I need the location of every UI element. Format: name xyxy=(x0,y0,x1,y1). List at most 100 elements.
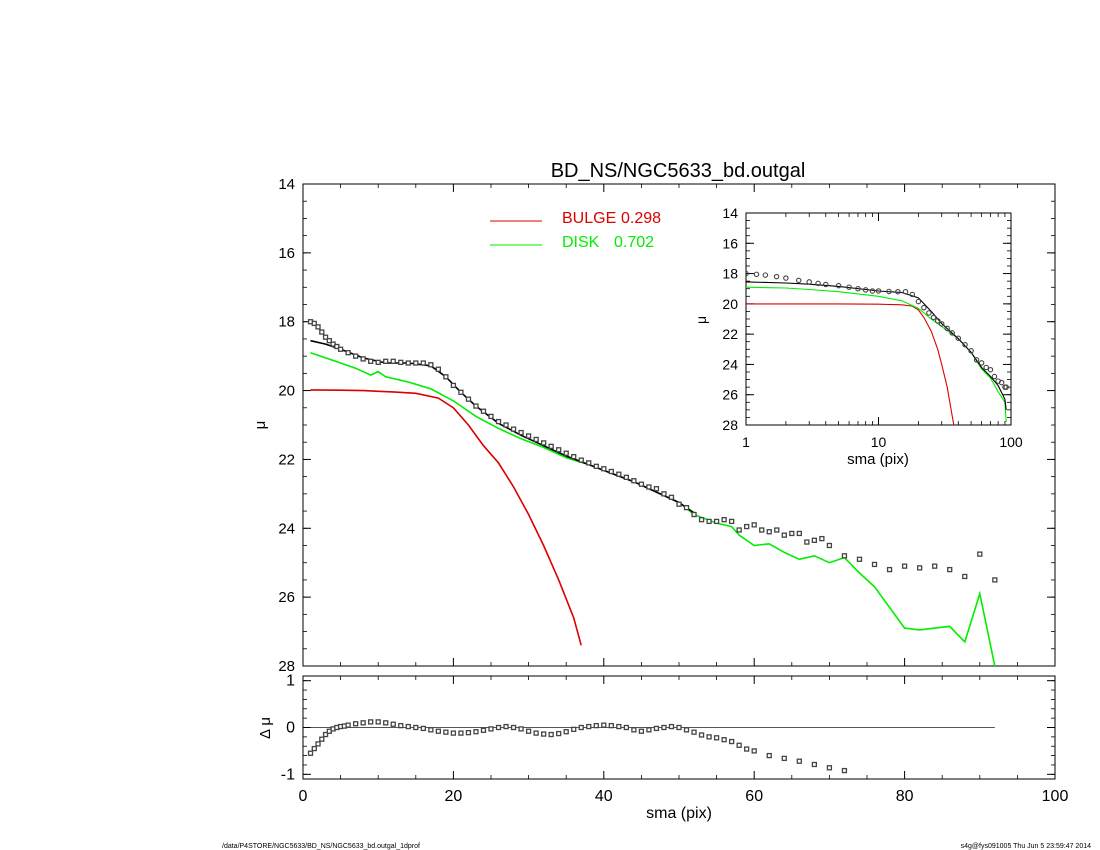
inset-data-point xyxy=(902,288,909,295)
main-data-point xyxy=(345,350,351,356)
main-data-point xyxy=(368,358,374,364)
main-data-point xyxy=(683,504,690,511)
inset-xtick-label: 1 xyxy=(742,434,750,450)
main-data-point xyxy=(713,518,720,525)
residual-ytick-label: 0 xyxy=(286,720,295,737)
main-data-point xyxy=(698,517,705,523)
inset-data-point xyxy=(762,272,769,278)
main-data-point xyxy=(593,463,599,469)
main-data-point xyxy=(428,362,434,368)
main-data-point xyxy=(766,529,772,535)
main-data-point xyxy=(631,478,637,484)
inset-ytick-label: 20 xyxy=(722,296,738,312)
residual-residual-point xyxy=(608,722,614,729)
residual-residual-point xyxy=(713,735,720,741)
main-data-point xyxy=(571,454,577,460)
main-plot-area xyxy=(307,319,998,666)
main-data-point xyxy=(322,334,329,340)
main-data-point xyxy=(947,566,953,573)
main-data-point xyxy=(495,418,502,425)
inset-plot-panel: 14 16 18 20 22 24 26 28 1 10 100 μ sma (pix) xyxy=(693,205,1023,468)
main-data-point xyxy=(443,374,449,380)
residual-residual-point xyxy=(510,724,517,731)
main-data-point xyxy=(774,527,780,533)
chart-title: BD_NS/NGC5633_bd.outgal xyxy=(551,160,806,182)
main-data-point xyxy=(548,443,554,449)
residual-residual-point xyxy=(593,722,599,729)
residual-residual-point xyxy=(781,755,787,762)
inset-data-point xyxy=(835,282,842,289)
residual-residual-point xyxy=(653,725,660,732)
main-data-point xyxy=(413,360,419,366)
main-data-point xyxy=(661,491,667,497)
inset-data-point xyxy=(1003,384,1009,390)
main-data-point xyxy=(510,426,517,432)
residual-residual-point xyxy=(473,729,479,735)
inset-data-point xyxy=(753,271,760,278)
residual-residual-point xyxy=(443,729,449,735)
residual-residual-point xyxy=(315,741,321,747)
residual-xtick-label: 0 xyxy=(299,788,308,805)
main-data-point xyxy=(856,556,863,562)
inset-x-axis-label: sma (pix) xyxy=(847,451,909,468)
residual-xtick-label: 60 xyxy=(745,788,763,805)
residual-residual-point xyxy=(420,725,426,732)
main-data-point xyxy=(623,474,630,480)
main-data-point xyxy=(916,565,923,571)
main-data-point xyxy=(616,471,622,477)
residual-residual-point xyxy=(766,752,772,759)
main-data-point xyxy=(721,517,727,523)
residual-residual-point xyxy=(435,728,442,734)
main-ytick-label: 28 xyxy=(278,658,295,675)
main-data-point xyxy=(586,460,592,466)
residual-plot-area xyxy=(307,719,995,774)
main-ytick-label: 18 xyxy=(278,314,295,331)
main-data-point xyxy=(334,343,340,350)
main-data-point xyxy=(480,408,487,414)
main-data-point xyxy=(540,440,547,446)
residual-xtick-label: 100 xyxy=(1042,788,1069,805)
inset-plot-frame xyxy=(745,212,1012,426)
main-data-point xyxy=(992,577,998,583)
inset-data-point xyxy=(962,341,968,348)
residual-residual-point xyxy=(465,730,472,736)
residual-residual-point xyxy=(533,730,539,736)
main-data-point xyxy=(326,337,332,344)
main-data-point xyxy=(676,501,682,507)
main-data-point xyxy=(789,530,795,537)
main-data-point xyxy=(420,360,426,366)
residual-residual-point xyxy=(586,723,592,730)
residual-x-axis-label: sma (pix) xyxy=(646,805,712,822)
residual-residual-point xyxy=(706,734,712,740)
inset-data-point xyxy=(930,314,937,321)
inset-ytick-label: 18 xyxy=(722,266,738,282)
residual-residual-point xyxy=(841,767,848,774)
residual-xtick-label: 20 xyxy=(445,788,463,805)
residual-residual-point xyxy=(578,724,584,731)
legend-disk-label: DISK xyxy=(562,234,600,251)
residual-residual-point xyxy=(360,720,366,726)
main-data-point xyxy=(886,566,893,573)
inset-data-point xyxy=(955,335,962,341)
inset-data-point xyxy=(978,360,985,366)
main-data-point xyxy=(488,413,494,420)
main-data-point xyxy=(533,436,539,443)
main-data-point xyxy=(398,359,404,365)
residual-residual-point xyxy=(548,731,554,738)
residual-xtick-label: 40 xyxy=(595,788,613,805)
inset-ytick-label: 24 xyxy=(722,356,738,372)
residual-residual-point xyxy=(375,719,381,725)
main-data-point xyxy=(465,396,472,402)
residual-residual-point xyxy=(540,731,547,737)
inset-data-point xyxy=(926,310,932,316)
residual-residual-point xyxy=(428,727,434,733)
inset-data-point xyxy=(746,270,749,277)
residual-residual-point xyxy=(638,728,645,734)
main-ytick-label: 16 xyxy=(278,245,295,262)
inset-data-point xyxy=(815,280,821,287)
main-bulge-line xyxy=(310,389,582,646)
main-data-point xyxy=(601,466,607,472)
residual-residual-point xyxy=(683,727,690,733)
residual-residual-point xyxy=(480,727,487,733)
inset-data-point xyxy=(806,279,812,285)
